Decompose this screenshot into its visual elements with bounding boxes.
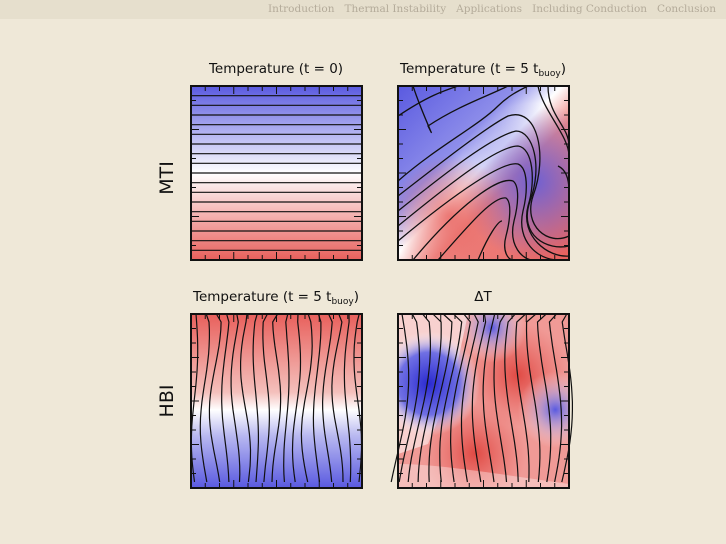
panel-title-hbi-delta-t: ΔT [474, 289, 492, 305]
nav-menu: Introduction Thermal Instability Applica… [268, 3, 716, 15]
row-label-hbi: HBI [156, 384, 178, 418]
panel-title-mti-t0: Temperature (t = 0) [208, 61, 344, 77]
plot-hbi-t5 [190, 313, 363, 489]
row-label-mti: MTI [156, 161, 178, 195]
navigation-bar: Introduction Thermal Instability Applica… [0, 0, 726, 19]
plot-mti-t5 [397, 85, 570, 261]
nav-item-applications[interactable]: Applications [456, 3, 523, 15]
panel-title-mti-t5: Temperature (t = 5 tbuoy) [400, 61, 566, 79]
plot-mti-t0 [190, 85, 363, 261]
nav-item-including-conduction[interactable]: Including Conduction [532, 3, 648, 15]
nav-item-conclusion[interactable]: Conclusion [657, 3, 716, 15]
panel-title-hbi-t5: Temperature (t = 5 tbuoy) [193, 289, 359, 307]
nav-item-thermal-instability[interactable]: Thermal Instability [344, 3, 447, 15]
plot-hbi-delta-t [390, 313, 573, 489]
nav-item-introduction[interactable]: Introduction [268, 3, 335, 15]
